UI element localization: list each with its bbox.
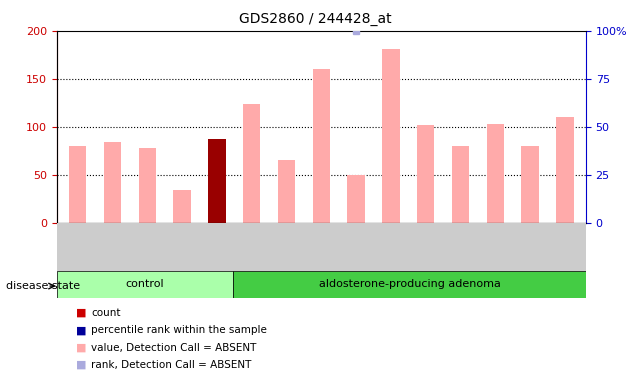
Bar <box>243 104 260 223</box>
Bar <box>382 49 399 223</box>
Bar <box>173 190 191 223</box>
Text: ■: ■ <box>76 360 86 370</box>
Text: percentile rank within the sample: percentile rank within the sample <box>91 325 267 335</box>
Bar <box>556 117 574 223</box>
Text: value, Detection Call = ABSENT: value, Detection Call = ABSENT <box>91 343 257 353</box>
Bar <box>278 161 295 223</box>
Text: ■: ■ <box>76 343 86 353</box>
Bar <box>417 125 435 223</box>
Bar <box>452 146 469 223</box>
Bar <box>312 69 330 223</box>
Text: ■: ■ <box>76 325 86 335</box>
Text: GDS2860 / 244428_at: GDS2860 / 244428_at <box>239 12 391 25</box>
Text: aldosterone-producing adenoma: aldosterone-producing adenoma <box>319 279 500 289</box>
FancyBboxPatch shape <box>57 271 233 298</box>
Text: disease state: disease state <box>6 281 81 291</box>
Bar <box>208 139 226 223</box>
Bar <box>69 146 86 223</box>
Text: ■: ■ <box>76 308 86 318</box>
Bar <box>347 175 365 223</box>
Bar <box>139 148 156 223</box>
Text: rank, Detection Call = ABSENT: rank, Detection Call = ABSENT <box>91 360 252 370</box>
Bar <box>522 146 539 223</box>
Bar <box>104 142 121 223</box>
FancyBboxPatch shape <box>233 271 586 298</box>
Text: control: control <box>125 279 164 289</box>
Bar <box>486 124 504 223</box>
Text: count: count <box>91 308 121 318</box>
